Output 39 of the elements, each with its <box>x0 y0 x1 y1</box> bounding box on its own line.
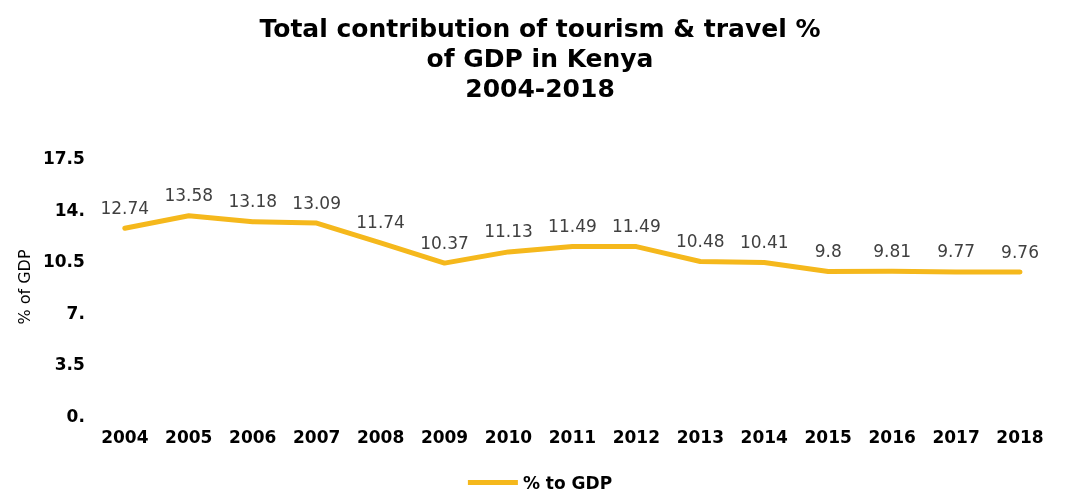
data-label: 11.13 <box>484 221 533 242</box>
data-label: 13.09 <box>292 192 341 213</box>
y-tick-label: 3.5 <box>54 354 85 375</box>
data-label: 9.77 <box>937 241 976 262</box>
x-tick-label: 2012 <box>612 426 661 447</box>
data-label: 9.81 <box>873 240 912 261</box>
x-tick-label: 2005 <box>165 426 213 447</box>
y-tick-label: 10.5 <box>42 251 85 272</box>
x-tick-label: 2017 <box>932 426 980 447</box>
x-tick-label: 2009 <box>420 426 469 447</box>
data-label: 12.74 <box>100 197 150 218</box>
y-tick-label: 14. <box>54 199 85 220</box>
x-tick-label: 2011 <box>548 426 597 447</box>
data-label: 11.74 <box>356 212 405 233</box>
x-tick-label: 2008 <box>356 426 405 447</box>
chart-title: Total contribution of tourism & travel % of GDP in Kenya 2004-2018 <box>259 13 821 103</box>
data-label: 10.41 <box>739 232 789 253</box>
data-label: 13.58 <box>164 185 214 206</box>
x-tick-label: 2015 <box>804 426 852 447</box>
data-label: 13.18 <box>228 191 278 212</box>
y-tick-label: 0. <box>66 406 85 426</box>
data-label: 9.76 <box>1001 241 1039 262</box>
x-tick-label: 2004 <box>101 426 149 447</box>
y-axis-title: % of GDP <box>14 249 34 325</box>
legend-label: % to GDP <box>522 472 613 493</box>
data-label: 10.48 <box>675 230 725 251</box>
data-label: 10.37 <box>420 232 469 253</box>
data-label: 11.49 <box>548 216 597 237</box>
data-label: 11.49 <box>612 216 661 237</box>
x-tick-label: 2006 <box>229 426 277 447</box>
y-tick-label: 7. <box>66 302 85 323</box>
y-tick-label: 17.5 <box>42 148 85 168</box>
x-tick-label: 2007 <box>292 426 341 447</box>
x-tick-label: 2013 <box>676 426 724 447</box>
data-label: 9.8 <box>814 241 842 262</box>
x-tick-label: 2014 <box>740 426 789 447</box>
x-tick-label: 2010 <box>484 426 533 447</box>
x-tick-label: 2018 <box>996 426 1044 447</box>
x-tick-label: 2016 <box>868 426 916 447</box>
